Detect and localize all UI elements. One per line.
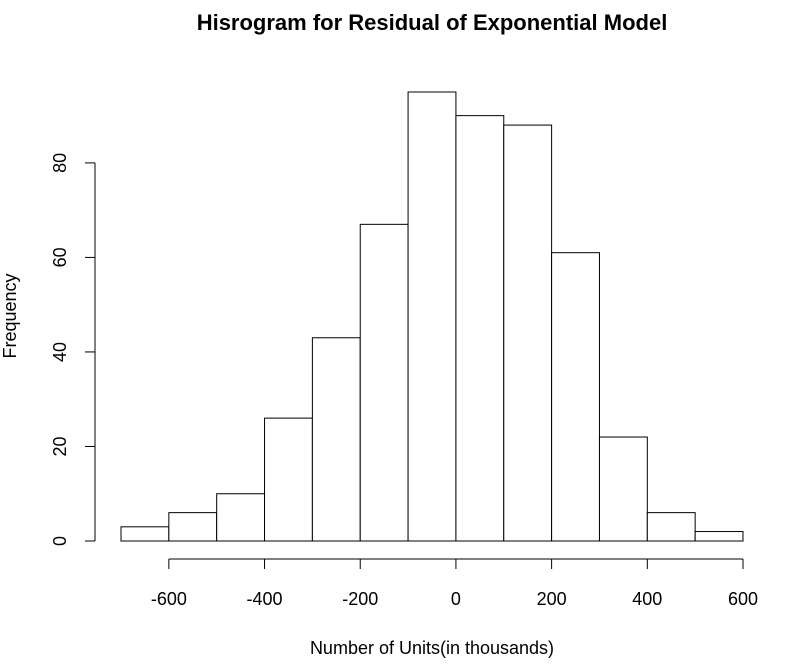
- histogram-bar: [168, 512, 218, 542]
- y-tick-label: 80: [50, 153, 70, 173]
- histogram-bar: [311, 337, 361, 542]
- x-tick-label: -200: [342, 589, 378, 609]
- bars-group: [120, 91, 744, 542]
- histogram-bar: [407, 91, 457, 542]
- y-axis: 0 20 40 60 80: [50, 153, 96, 546]
- x-tick-label: -600: [151, 589, 187, 609]
- y-tick-label: 20: [50, 436, 70, 456]
- x-tick-label: 0: [451, 589, 461, 609]
- x-tick-label: 400: [632, 589, 662, 609]
- histogram-bar: [646, 512, 696, 542]
- histogram-bar: [455, 115, 505, 542]
- histogram-bar: [216, 493, 266, 542]
- y-axis-label: Frequency: [0, 273, 20, 358]
- y-tick-label: 40: [50, 342, 70, 362]
- histogram-bar: [120, 526, 170, 542]
- y-tick-label: 0: [50, 536, 70, 546]
- histogram-bar: [551, 252, 600, 542]
- histogram-bar: [264, 417, 313, 542]
- x-tick-label: 600: [728, 589, 758, 609]
- x-axis: -600 -400 -200 0 200 400 600: [151, 558, 758, 609]
- histogram-bar: [598, 436, 648, 542]
- y-tick-label: 60: [50, 247, 70, 267]
- x-tick-label: -400: [247, 589, 283, 609]
- chart-title: Hisrogram for Residual of Exponential Mo…: [197, 10, 668, 35]
- histogram-bar: [503, 124, 553, 542]
- histogram-bar: [359, 223, 409, 542]
- x-axis-label: Number of Units(in thousands): [310, 638, 554, 658]
- x-tick-label: 200: [537, 589, 567, 609]
- histogram-bar: [694, 531, 744, 542]
